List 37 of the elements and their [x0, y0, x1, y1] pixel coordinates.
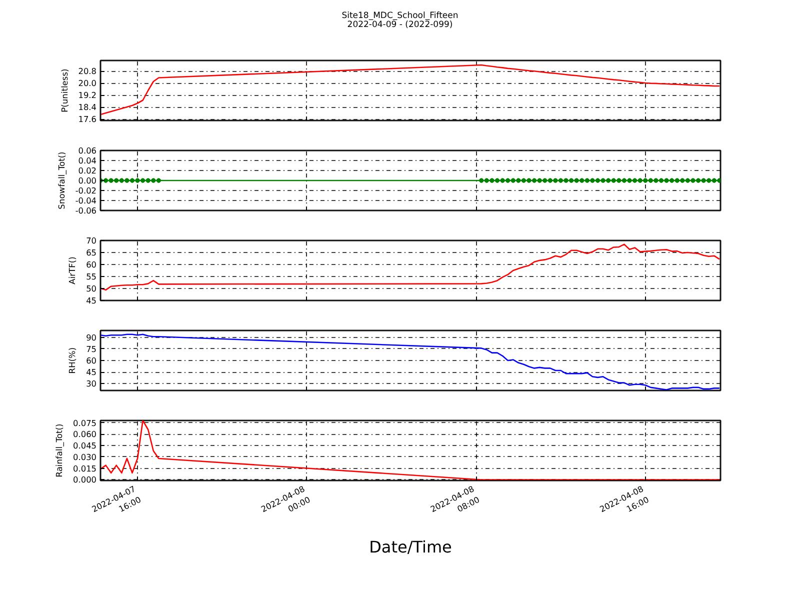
chart-subtitle: 2022-04-09 - (2022-099)	[347, 20, 453, 30]
y-tick-label: 0.06	[78, 146, 97, 156]
y-tick-label: 17.6	[78, 114, 97, 124]
y-tick-label: 65	[86, 248, 97, 258]
y-tick-label: 18.4	[78, 102, 97, 112]
y-tick-label: 90	[86, 332, 97, 342]
y-tick-label: 50	[86, 284, 97, 294]
y-tick-label: 0.015	[73, 463, 97, 474]
y-tick-label: 45	[86, 367, 97, 378]
y-tick-label: 60	[86, 260, 97, 270]
y-tick-label: 20.8	[78, 66, 97, 76]
y-tick-label: 30	[86, 378, 97, 389]
y-axis-title: Snowfall_Tot()	[56, 152, 66, 210]
y-axis-title: P(unitless)	[59, 68, 70, 112]
y-tick-label: -0.02	[75, 186, 97, 196]
y-axis-title: AirTF()	[67, 256, 78, 284]
y-tick-label: 45	[86, 296, 97, 306]
y-tick-label: 55	[86, 272, 97, 282]
chart-title: Site18_MDC_School_Fifteen	[342, 11, 458, 21]
x-axis-title: Date/Time	[369, 538, 452, 557]
y-tick-label: 75	[86, 344, 97, 354]
y-tick-label: 60	[86, 356, 97, 366]
y-axis-title: Rainfall_Tot()	[54, 424, 64, 478]
y-axis-title: RH(%)	[67, 347, 78, 374]
y-tick-label: 0.045	[73, 440, 97, 451]
y-tick-label: 0.075	[73, 418, 97, 428]
y-tick-label: 0.060	[73, 429, 97, 440]
y-tick-label: 0.00	[78, 176, 97, 186]
y-tick-label: 19.2	[78, 90, 97, 100]
y-tick-label: 70	[86, 236, 97, 246]
y-tick-label: 0.04	[78, 156, 97, 166]
y-tick-label: 0.000	[73, 474, 97, 485]
y-tick-label: -0.04	[75, 196, 97, 206]
y-tick-label: 20.0	[78, 78, 97, 88]
y-tick-label: 0.030	[73, 452, 97, 462]
y-tick-label: 0.02	[78, 166, 97, 176]
y-tick-label: -0.06	[75, 206, 97, 216]
